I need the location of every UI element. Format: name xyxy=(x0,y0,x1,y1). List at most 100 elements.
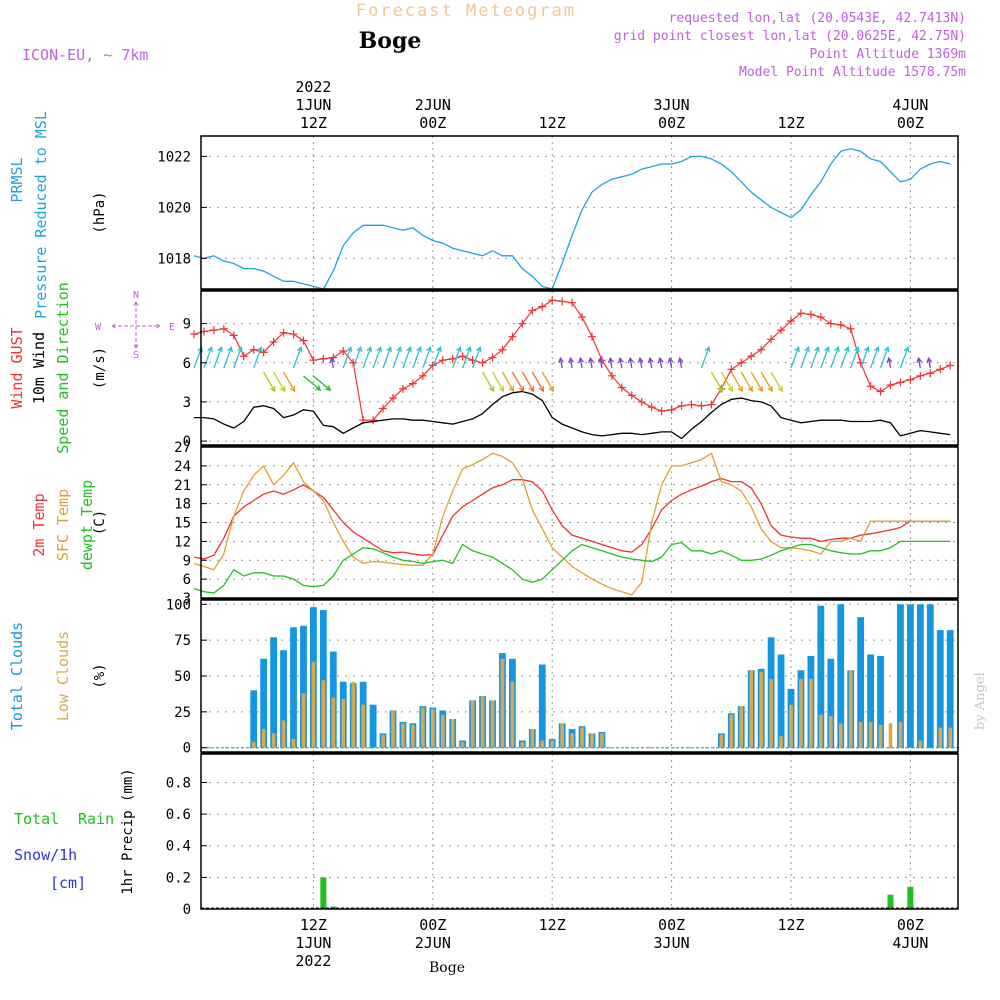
wind-arrowhead xyxy=(325,385,332,392)
wind-arrowhead xyxy=(767,386,773,393)
total-rain-label: Total xyxy=(14,810,59,828)
total-cloud-bar xyxy=(777,654,785,748)
rain-bar xyxy=(320,877,327,909)
total-cloud-bar xyxy=(936,630,944,748)
panel-frame xyxy=(200,753,959,910)
low-cloud-bar xyxy=(361,704,365,748)
wind-arrow xyxy=(312,375,331,391)
wind-arrowhead xyxy=(406,346,412,353)
wind-arrowhead xyxy=(528,386,535,393)
compass-rose xyxy=(111,301,161,349)
total-cloud-bar xyxy=(857,617,865,748)
top-time-label: 00Z xyxy=(419,114,446,132)
wind10m-axis-label: 10m Wind xyxy=(30,332,48,404)
wind-arrow xyxy=(810,347,820,369)
y-tick-label: 0.4 xyxy=(166,839,191,855)
low-cloud-bar xyxy=(480,696,485,748)
compass-north: N xyxy=(133,290,139,301)
wind-arrow xyxy=(770,371,783,392)
wind-arrow xyxy=(511,371,524,392)
wind10m-line xyxy=(194,390,951,440)
model-altitude: Model Point Altitude 1578.75m xyxy=(739,65,966,80)
wind-arrowhead xyxy=(366,346,373,353)
bottom-time-label: 1JUN xyxy=(295,934,331,952)
gridpoint-coords: grid point closest lon,lat (20.0625E, 42… xyxy=(614,29,966,44)
wind-arrowhead xyxy=(257,346,263,353)
total-cloud-bar xyxy=(250,690,258,748)
unit-label: (hPa) xyxy=(92,191,108,233)
gust-point xyxy=(687,400,696,409)
wind-arrowhead xyxy=(834,346,840,353)
top-time-label: 2JUN xyxy=(415,96,451,114)
low-cloud-bar xyxy=(739,706,744,748)
gust-point xyxy=(916,371,925,380)
wind-arrow xyxy=(679,358,683,369)
wind-arrowhead xyxy=(289,386,296,393)
wind-arrow xyxy=(569,358,573,369)
wind-arrow xyxy=(589,358,593,369)
gust-point xyxy=(219,324,228,333)
low-cloud-bar xyxy=(749,670,753,748)
gust-point xyxy=(647,403,656,412)
wind-arrowhead xyxy=(329,356,336,364)
wind-arrow xyxy=(820,347,829,369)
wind-arrow xyxy=(629,358,633,369)
gust-point xyxy=(856,358,865,367)
rain-bar xyxy=(907,886,914,909)
wind-arrow xyxy=(899,347,909,369)
low-cloud-bar xyxy=(321,680,326,748)
gust-point xyxy=(229,331,238,340)
gust-point xyxy=(488,353,497,362)
total-cloud-bar xyxy=(916,604,924,748)
prmsl-line xyxy=(193,148,951,290)
low-cloud-bar xyxy=(858,721,863,748)
wind-arrowhead xyxy=(488,386,495,393)
wind-arrowhead xyxy=(578,356,584,364)
low-cloud-bar xyxy=(809,678,813,748)
wind-arrow xyxy=(273,371,286,392)
gust-point xyxy=(548,296,557,305)
gust-point xyxy=(876,387,885,396)
wind-arrow xyxy=(800,347,810,369)
wind-arrow xyxy=(352,347,362,369)
wind-arrow xyxy=(263,371,276,392)
gust-point xyxy=(826,319,835,328)
gust-point xyxy=(757,345,766,354)
total-cloud-bar xyxy=(260,658,268,748)
low-cloud-bar xyxy=(470,700,475,748)
low-cloud-bar xyxy=(341,698,346,748)
wind-arrow xyxy=(840,347,849,369)
gust-point xyxy=(946,361,955,370)
bottom-time-label: 2JUN xyxy=(415,934,451,952)
bottom-time-label: 4JUN xyxy=(892,934,928,952)
wind-arrow xyxy=(750,371,763,392)
gust-point xyxy=(299,336,308,345)
bottom-time-label: 00Z xyxy=(419,916,446,934)
total-cloud-bar xyxy=(290,627,297,748)
gust-point xyxy=(418,371,427,380)
low-cloud-bar xyxy=(460,741,465,748)
wind-dir-axis-label: Speed and Direction xyxy=(54,282,72,454)
wind-arrowhead xyxy=(518,386,525,393)
y-tick-label: 25 xyxy=(174,705,191,721)
wind-arrow xyxy=(700,347,710,369)
wind-arrowhead xyxy=(356,346,363,353)
total-cloud-bar xyxy=(369,704,377,748)
wind-arrowhead xyxy=(737,386,743,393)
low-cloud-bar xyxy=(301,693,306,748)
wind-arrowhead xyxy=(475,346,482,353)
wind-arrowhead xyxy=(717,386,724,393)
y-tick-label: 3 xyxy=(183,395,191,411)
footer-station: Boge xyxy=(429,960,465,976)
gust-point xyxy=(697,401,706,410)
low-cloud-bar xyxy=(421,707,425,748)
low-cloud-bar xyxy=(560,723,564,748)
gust-point xyxy=(518,319,527,328)
wind-arrowhead xyxy=(657,356,664,364)
y-tick-label: 0 xyxy=(183,902,191,918)
wind-arrow xyxy=(639,358,643,369)
gust-point xyxy=(896,378,905,387)
top-time-label: 2022 xyxy=(295,78,331,96)
wind-arrow xyxy=(541,371,554,392)
